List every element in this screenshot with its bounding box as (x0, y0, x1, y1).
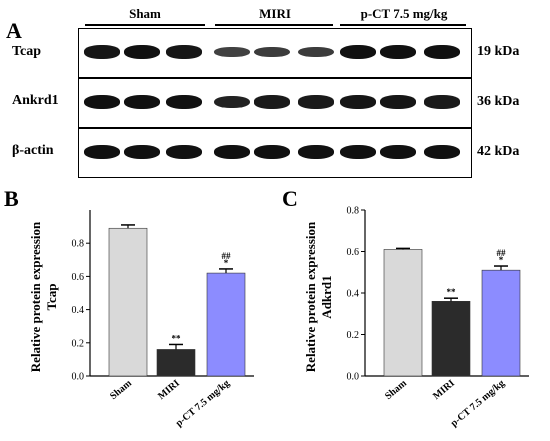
blot-band (424, 95, 460, 109)
y-tick-label: 0.0 (347, 372, 360, 383)
y-axis-label: Relative protein expression (303, 221, 318, 372)
panel-letter-a: A (6, 18, 22, 43)
blot-band (214, 46, 250, 58)
y-tick-label: 0.2 (347, 330, 360, 341)
blot-band (380, 145, 416, 159)
blot-label-tcap: Tcap (12, 44, 42, 59)
y-tick-label: 0.2 (72, 338, 85, 349)
y-tick-label: 0.8 (347, 206, 360, 217)
significance-label: * (224, 258, 229, 268)
blot-band (84, 45, 120, 59)
kda-label-tcap: 19 kDa (477, 44, 520, 59)
blot-band (254, 145, 290, 159)
blot-band (380, 45, 416, 59)
blot-group-pct-line (340, 24, 466, 26)
y-tick-label: 0.0 (72, 372, 85, 383)
blot-band (424, 145, 460, 159)
blot-band (340, 145, 376, 159)
blot-band (214, 95, 250, 109)
blot-band (84, 95, 120, 109)
significance-label: ## (497, 248, 507, 258)
chart-b: 0.0 0.2 0.4 0.6 0.8 Relative protein expressi… (28, 210, 254, 429)
blot-band (124, 45, 160, 59)
blot-band (124, 95, 160, 109)
x-tick-label: MIRI (431, 378, 457, 402)
x-tick-label: p-CT 7.5 mg/kg (174, 378, 232, 429)
blot-label-ankrd1: Ankrd1 (12, 93, 59, 108)
blot-band (424, 45, 460, 59)
bar (383, 249, 423, 377)
significance-label: ** (172, 333, 182, 343)
significance-label: * (499, 255, 504, 265)
bar (108, 227, 148, 377)
x-tick-label: Sham (108, 377, 134, 402)
blot-band (298, 145, 334, 159)
blot-band (84, 145, 120, 159)
bar (481, 269, 521, 377)
blot-band (340, 95, 376, 109)
blot-group-miri: MIRI (259, 6, 291, 21)
blot-band (298, 95, 334, 109)
chart-c: 0.0 0.2 0.4 0.6 0.8 Relative protein expressi… (303, 206, 529, 429)
blot-band (298, 46, 334, 58)
blot-band (166, 145, 202, 159)
blot-band (166, 45, 202, 59)
panel-letter-b: B (4, 186, 19, 211)
x-tick-label: p-CT 7.5 mg/kg (449, 378, 507, 429)
blot-band (380, 95, 416, 109)
blot-group-sham-line (85, 24, 205, 26)
y-tick-label: 0.8 (72, 239, 85, 250)
significance-label: ** (447, 287, 457, 297)
y-tick-label: 0.4 (347, 289, 360, 300)
blot-label-beta-actin: β-actin (12, 143, 54, 158)
y-axis-label: Tcap (44, 284, 59, 311)
y-axis-label: Adkrd1 (319, 275, 334, 318)
blot-band (340, 45, 376, 59)
kda-label-beta-actin: 42 kDa (477, 144, 520, 159)
blot-band (214, 145, 250, 159)
y-axis-label: Relative protein expression (28, 221, 43, 372)
y-tick-label: 0.6 (72, 272, 85, 283)
blot-band (254, 95, 290, 109)
y-tick-label: 0.6 (347, 247, 360, 258)
y-tick-label: 0.4 (72, 305, 85, 316)
bar (156, 349, 196, 377)
blot-band (124, 145, 160, 159)
blot-group-miri-line (215, 24, 333, 26)
significance-label: ## (222, 251, 232, 261)
blot-band (166, 95, 202, 109)
blot-group-sham: Sham (129, 6, 161, 21)
bar (206, 272, 246, 377)
blot-group-pct: p-CT 7.5 mg/kg (360, 6, 448, 21)
panel-letter-c: C (282, 186, 298, 211)
bar (431, 301, 471, 377)
x-tick-label: MIRI (156, 378, 182, 402)
kda-label-ankrd1: 36 kDa (477, 94, 520, 109)
blot-band (254, 46, 290, 58)
x-tick-label: Sham (383, 377, 409, 402)
